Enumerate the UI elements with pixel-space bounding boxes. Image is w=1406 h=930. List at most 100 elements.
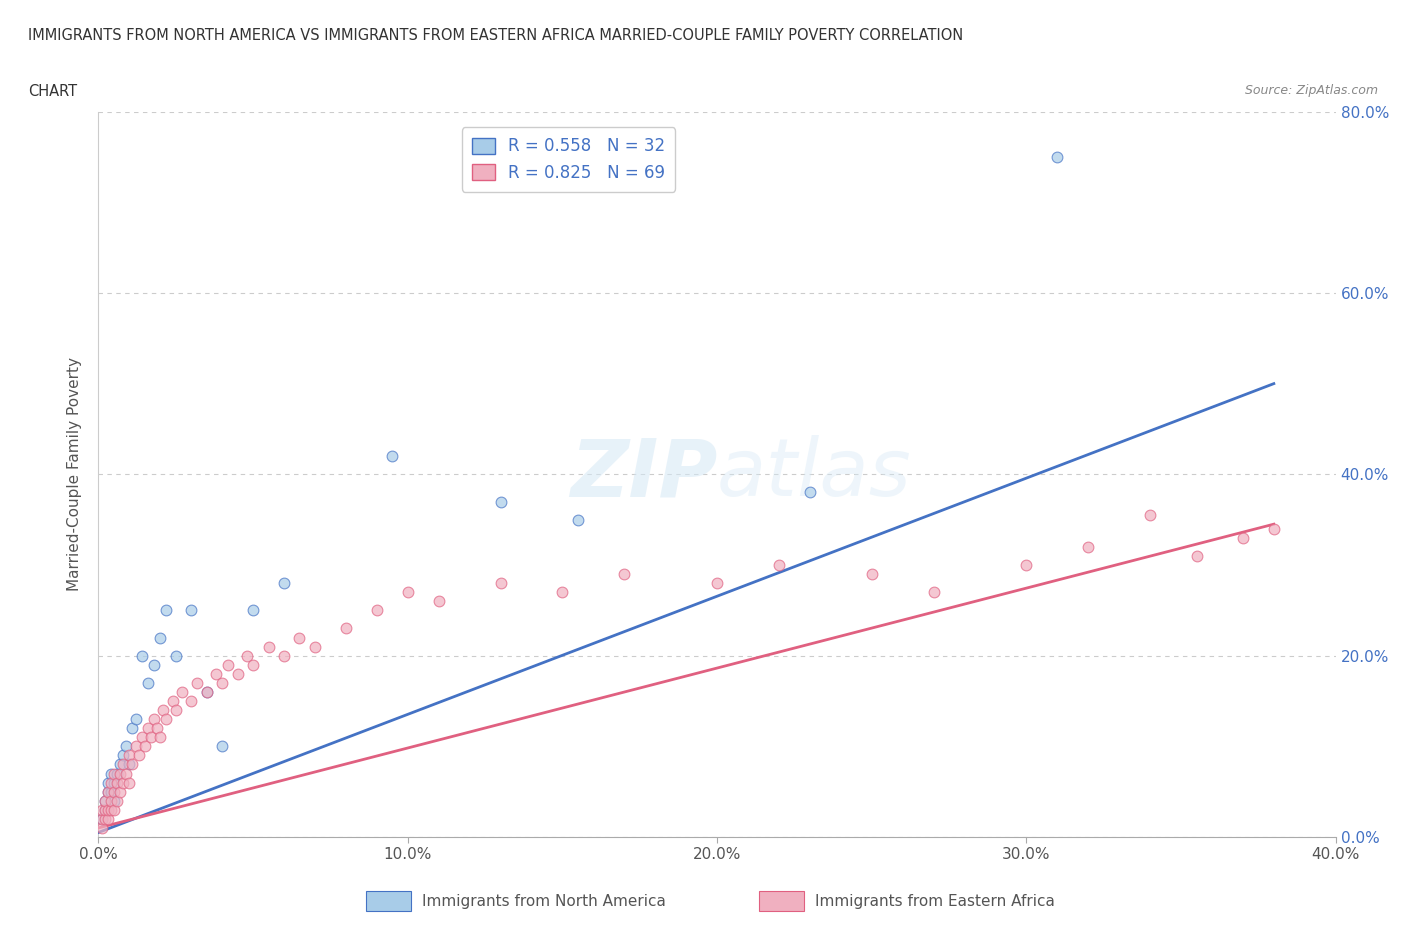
Point (242, 658, 264, 672)
Point (152, 703, 174, 718)
Point (304, 639, 326, 654)
Point (217, 658, 239, 672)
Point (108, 757, 131, 772)
Point (195, 684, 218, 699)
Point (551, 585, 574, 600)
Point (149, 631, 172, 645)
Point (257, 639, 280, 654)
Point (112, 776, 135, 790)
Point (180, 694, 202, 709)
Point (706, 576, 728, 591)
Point (226, 667, 249, 682)
Point (427, 594, 450, 609)
Point (128, 748, 150, 763)
Y-axis label: Married-Couple Family Poverty: Married-Couple Family Poverty (67, 357, 83, 591)
Point (121, 721, 143, 736)
Point (118, 776, 141, 790)
Point (108, 784, 131, 799)
Point (1077, 539, 1099, 554)
Point (134, 738, 156, 753)
Point (97, 784, 120, 799)
Text: IMMIGRANTS FROM NORTH AMERICA VS IMMIGRANTS FROM EASTERN AFRICA MARRIED-COUPLE F: IMMIGRANTS FROM NORTH AMERICA VS IMMIGRA… (28, 28, 963, 43)
Point (139, 730, 162, 745)
Point (103, 766, 125, 781)
Point (1232, 530, 1254, 545)
Point (136, 721, 159, 736)
Text: Immigrants from North America: Immigrants from North America (422, 894, 665, 909)
Point (613, 566, 636, 581)
Point (105, 793, 128, 808)
Text: ZIP: ZIP (569, 435, 717, 513)
Point (165, 703, 187, 718)
Point (180, 603, 202, 618)
Point (205, 667, 228, 682)
Point (1046, 150, 1069, 165)
Point (288, 631, 311, 645)
Point (93, 811, 115, 827)
Point (155, 603, 177, 618)
Point (90, 803, 112, 817)
Text: Source: ZipAtlas.com: Source: ZipAtlas.com (1244, 84, 1378, 97)
Point (100, 793, 122, 808)
Point (97, 776, 120, 790)
Point (922, 585, 945, 600)
Point (146, 721, 169, 736)
Point (1015, 558, 1038, 573)
Point (97, 784, 120, 799)
Point (108, 766, 131, 781)
Point (90, 811, 112, 827)
Point (131, 648, 153, 663)
Point (335, 621, 357, 636)
Point (1185, 549, 1208, 564)
Point (396, 585, 419, 600)
Legend: R = 0.558   N = 32, R = 0.825   N = 69: R = 0.558 N = 32, R = 0.825 N = 69 (461, 127, 675, 192)
Point (162, 694, 184, 709)
Point (90, 820, 112, 835)
Point (242, 603, 264, 618)
Point (489, 576, 512, 591)
Point (136, 675, 159, 690)
Point (211, 675, 233, 690)
Point (103, 784, 125, 799)
Point (567, 512, 589, 527)
Point (124, 711, 146, 726)
Point (1263, 521, 1285, 536)
Point (195, 684, 218, 699)
Point (115, 738, 138, 753)
Point (100, 784, 122, 799)
Point (860, 566, 883, 581)
Point (100, 766, 122, 781)
Point (273, 576, 295, 591)
Point (90, 811, 112, 827)
Point (103, 776, 125, 790)
Point (381, 449, 404, 464)
Point (165, 648, 187, 663)
Point (97, 803, 120, 817)
Point (93, 793, 115, 808)
Point (112, 748, 135, 763)
Point (170, 684, 193, 699)
Point (149, 730, 172, 745)
Point (236, 648, 259, 663)
Point (768, 558, 790, 573)
Point (186, 675, 208, 690)
Point (143, 711, 166, 726)
Point (93, 793, 115, 808)
Point (97, 811, 120, 827)
Point (103, 793, 125, 808)
Point (131, 730, 153, 745)
Point (121, 757, 143, 772)
Point (155, 711, 177, 726)
Point (105, 766, 128, 781)
Point (118, 748, 141, 763)
Point (93, 803, 115, 817)
Point (118, 757, 141, 772)
Point (489, 494, 512, 509)
Point (124, 738, 146, 753)
Point (103, 803, 125, 817)
Text: atlas: atlas (717, 435, 912, 513)
Point (112, 757, 135, 772)
Point (143, 658, 166, 672)
Point (366, 603, 388, 618)
Point (273, 648, 295, 663)
